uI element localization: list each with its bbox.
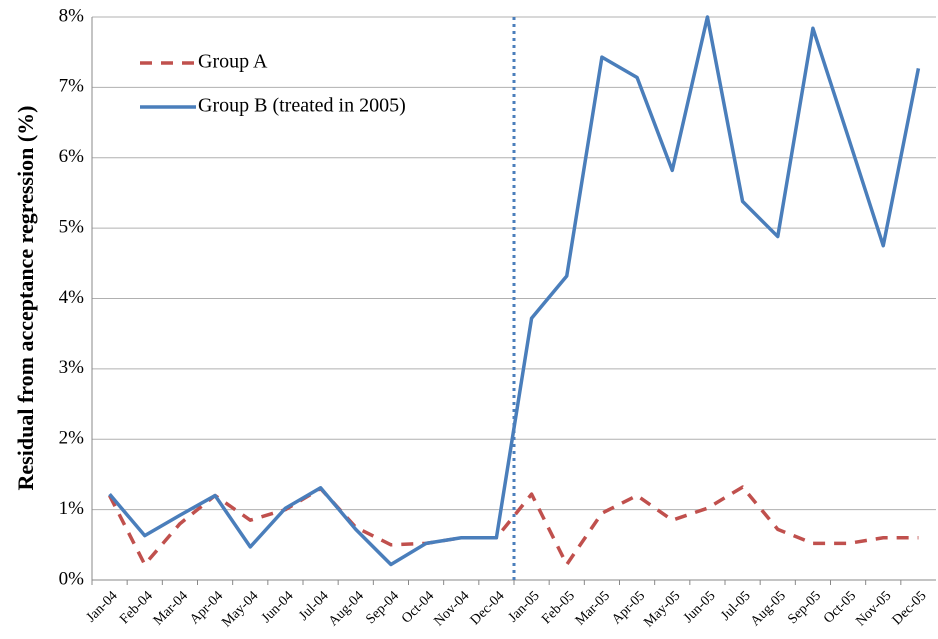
x-tick-label: Sep-04 [363, 588, 402, 627]
legend-label: Group A [198, 51, 268, 73]
y-tick-label: 7% [59, 76, 85, 97]
x-tick-label: May-05 [641, 588, 683, 630]
x-tick-label: May-04 [219, 588, 261, 630]
y-tick-label: 2% [59, 428, 85, 449]
x-tick-label: Nov-04 [431, 588, 472, 629]
y-tick-label: 0% [59, 568, 85, 589]
series-line [108, 485, 919, 567]
x-tick-label: Jun-04 [259, 588, 297, 626]
x-tick-label: Aug-04 [326, 588, 367, 629]
x-tick-label: Oct-05 [821, 588, 859, 626]
y-tick-label: 6% [59, 146, 85, 167]
series-line [108, 15, 921, 567]
x-tick-label: Nov-05 [853, 588, 894, 629]
y-tick-label: 5% [59, 216, 85, 237]
x-tick-label: Jun-05 [681, 588, 719, 626]
y-tick-label: 4% [59, 287, 85, 308]
x-tick-label: Dec-04 [468, 588, 508, 628]
x-tick-label: Oct-04 [399, 588, 437, 626]
x-tick-label: Feb-04 [117, 588, 156, 627]
y-tick-label: 3% [59, 357, 85, 378]
y-axis-title: Residual from acceptance regression (%) [13, 106, 38, 491]
x-tick-label: Mar-04 [151, 588, 191, 628]
x-tick-label: Dec-05 [890, 588, 930, 628]
x-tick-label: Jan-04 [84, 588, 121, 625]
y-tick-label: 1% [59, 498, 85, 519]
x-tick-label: Aug-05 [748, 588, 789, 629]
x-tick-label: Feb-05 [539, 588, 578, 627]
x-tick-label: Mar-05 [573, 588, 613, 628]
legend-label: Group B (treated in 2005) [198, 95, 406, 117]
x-tick-label: Sep-05 [785, 588, 824, 627]
x-tick-label: Jan-05 [506, 588, 543, 625]
y-tick-label: 8% [59, 5, 85, 26]
